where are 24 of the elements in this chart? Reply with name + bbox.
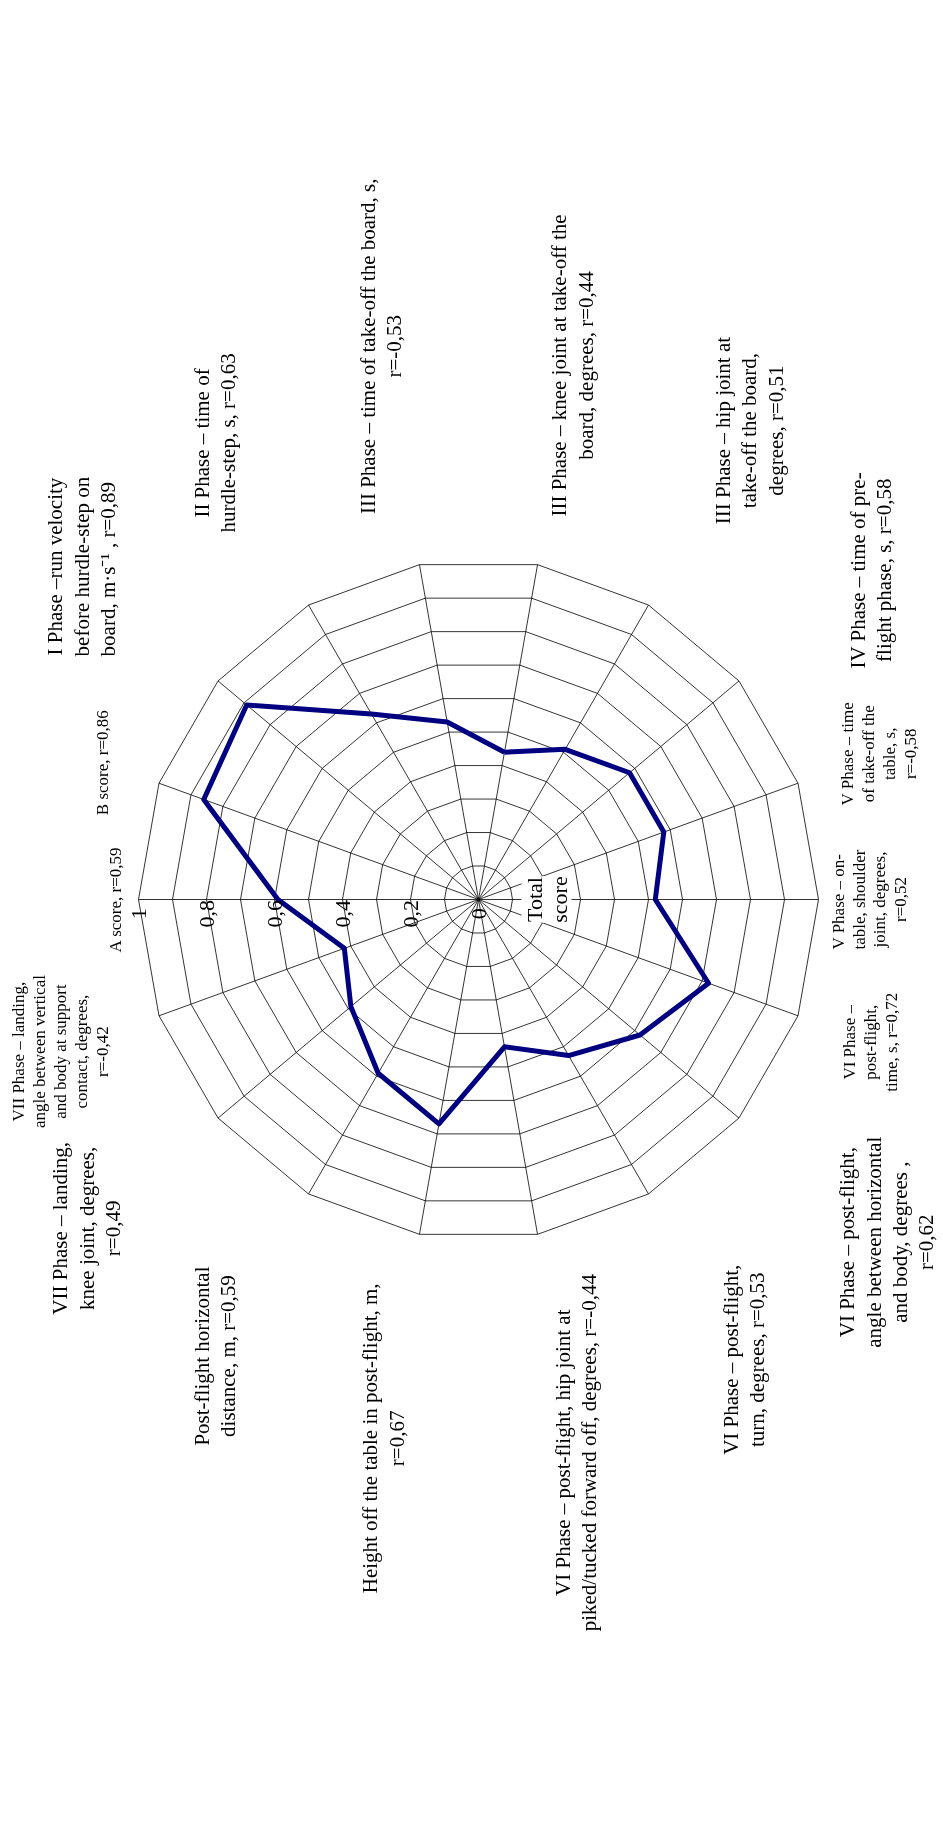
- spoke-label: VI Phase – post-flight, hip joint at piked/tucked forward off, degrees, r=-0,44: [550, 1273, 602, 1632]
- y-tick-label: 0,2: [397, 900, 423, 928]
- spoke-label: VII Phase – landing, knee joint, degrees, r=0,49: [48, 1142, 125, 1315]
- y-tick-label: 0,8: [193, 900, 219, 928]
- spoke-label: V Phase – on-table, shoulder joint, degrees, r=0,52: [828, 849, 911, 950]
- spoke-label: V Phase – time of take-off the table, s, r=-0,58: [838, 702, 920, 806]
- y-tick-label: 0,4: [329, 900, 355, 928]
- spoke-label: I Phase –run velocity before hurdle-step on board, m·s⁻¹ , r=0,89: [43, 476, 121, 657]
- spoke-label: A score, r=0,59: [106, 847, 126, 953]
- spoke-label: VII Phase – landing, angle between vertical and body at support contact, degrees, r=-0,42: [9, 974, 113, 1129]
- spoke-label: B score, r=0,86: [93, 710, 113, 816]
- spoke-label: III Phase – time of take-off the board, s, r=-0,53: [355, 178, 407, 515]
- spoke-label: IV Phase – time of pre-flight phase, s, r=0,58: [845, 472, 897, 669]
- spoke-label: II Phase – time of hurdle-step, s, r=0,63: [189, 353, 241, 533]
- y-tick-label: 0,6: [261, 900, 287, 928]
- spoke-label: VI Phase – post-flight, turn, degrees, r=0,53: [719, 1264, 770, 1455]
- spoke-label: VI Phase – post-flight, angle between horizontal and body, degrees , r=0,62: [835, 1136, 939, 1348]
- spoke-label: VI Phase – post-flight, time, s, r=0,72: [840, 992, 902, 1092]
- y-tick-label: 0: [465, 908, 491, 920]
- text: Total score: [521, 876, 572, 923]
- spoke-label: III Phase – hip joint at take-off the board, degrees, r=0,51: [710, 336, 788, 525]
- spoke-label: Post-flight horizontal distance, m, r=0,59: [189, 1266, 241, 1446]
- spoke-label: Height off the table in post-flight, m, r=0,67: [358, 1283, 409, 1594]
- y-tick-label: 1: [125, 908, 151, 920]
